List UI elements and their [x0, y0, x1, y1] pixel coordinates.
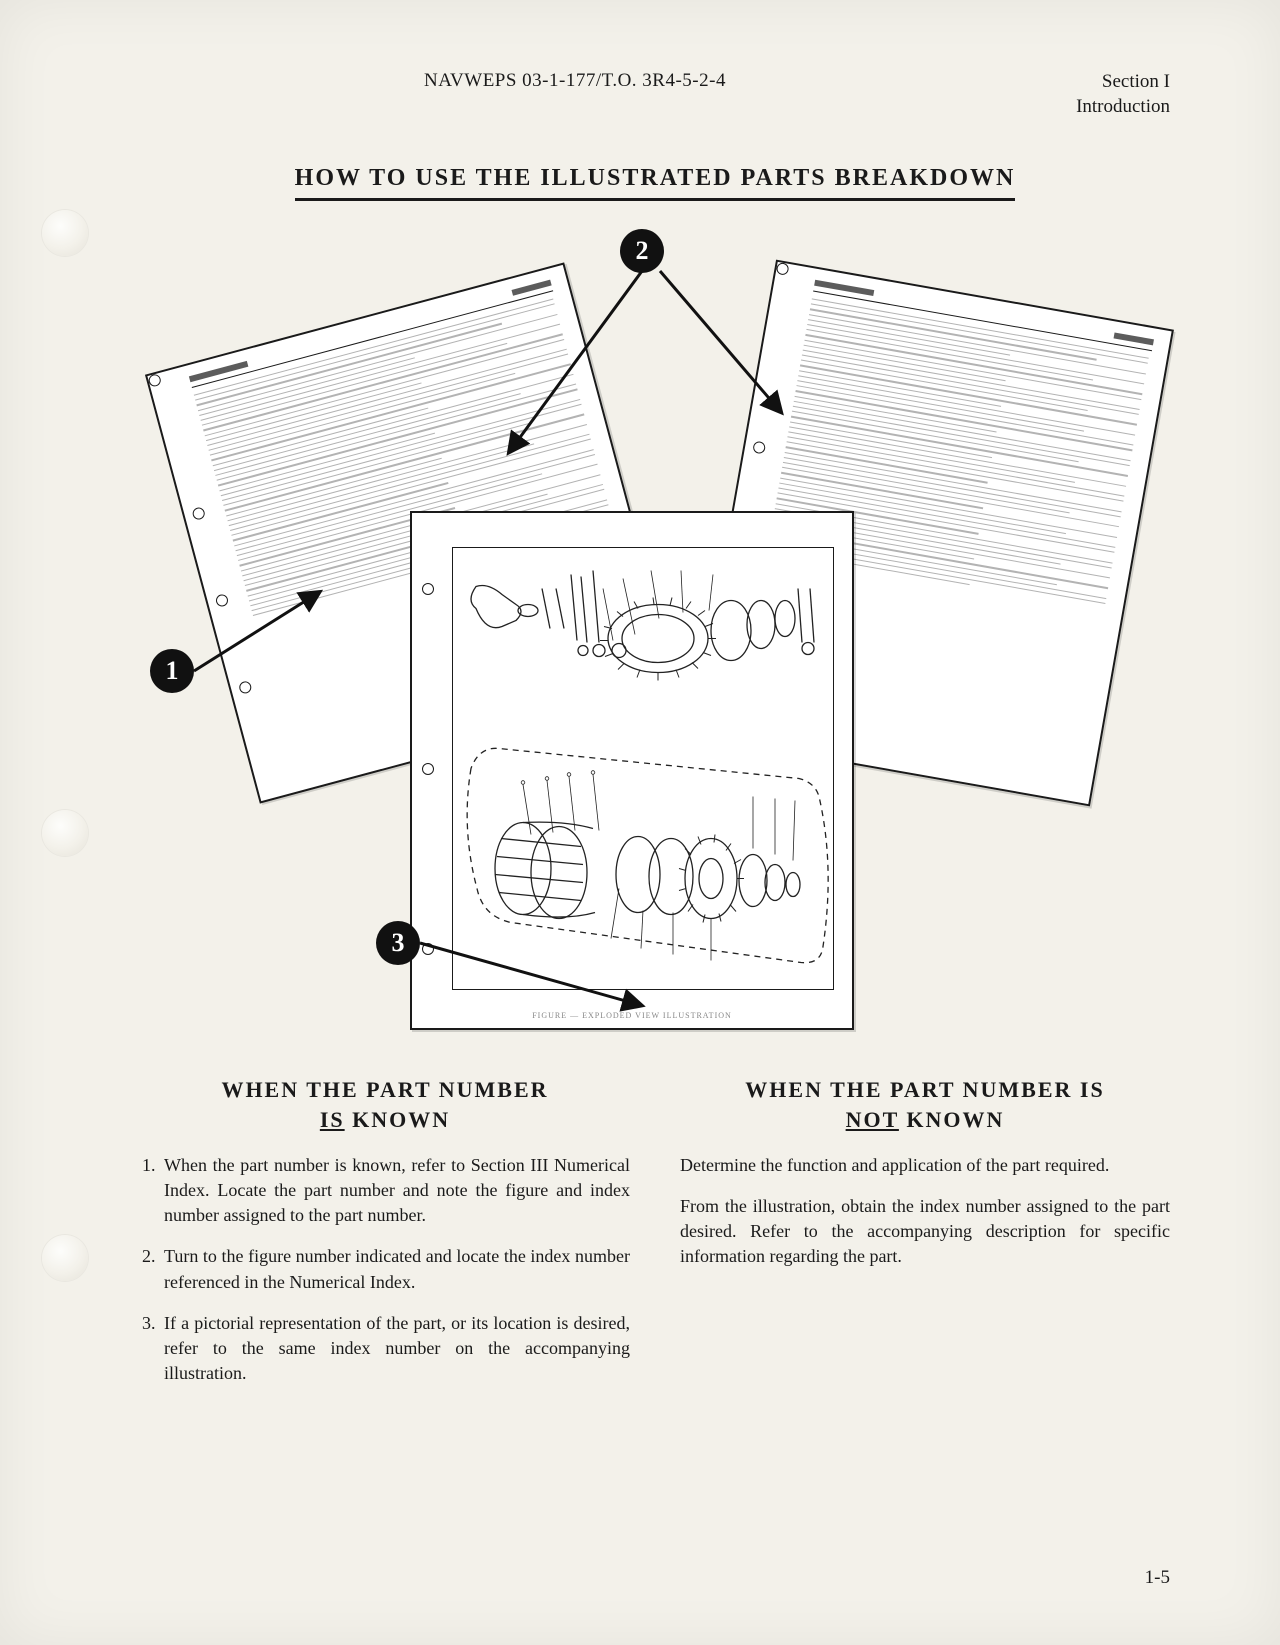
- illustration-frame: [452, 547, 834, 990]
- illustration-caption: FIGURE — EXPLODED VIEW ILLUSTRATION: [532, 1011, 732, 1020]
- left-list: When the part number is known, refer to …: [140, 1153, 630, 1387]
- heading-emph: NOT: [846, 1107, 899, 1132]
- left-column: WHEN THE PART NUMBER IS KNOWN When the p…: [140, 1075, 630, 1402]
- instruction-diagram: FIGURE — EXPLODED VIEW ILLUSTRATION 1 2 …: [140, 221, 1170, 1051]
- exploded-view-svg: [453, 548, 833, 989]
- document-page: NAVWEPS 03-1-177/T.O. 3R4-5-2-4 Section …: [0, 0, 1280, 1645]
- callout-2: 2: [620, 229, 664, 273]
- title-wrap: HOW TO USE THE ILLUSTRATED PARTS BREAKDO…: [140, 119, 1170, 201]
- right-column: WHEN THE PART NUMBER IS NOT KNOWN Determ…: [680, 1075, 1170, 1402]
- right-heading: WHEN THE PART NUMBER IS NOT KNOWN: [680, 1075, 1170, 1134]
- instruction-columns: WHEN THE PART NUMBER IS KNOWN When the p…: [140, 1075, 1170, 1402]
- heading-emph: IS: [320, 1107, 345, 1132]
- instruction-step: If a pictorial representation of the par…: [160, 1311, 630, 1387]
- heading-text: WHEN THE PART NUMBER: [221, 1077, 548, 1102]
- instruction-paragraph: Determine the function and application o…: [680, 1153, 1170, 1178]
- instruction-paragraph: From the illustration, obtain the index …: [680, 1194, 1170, 1270]
- heading-text: KNOWN: [906, 1107, 1004, 1132]
- illustration-sheet: FIGURE — EXPLODED VIEW ILLUSTRATION: [410, 511, 854, 1030]
- punch-hole: [42, 810, 88, 856]
- page-header: NAVWEPS 03-1-177/T.O. 3R4-5-2-4 Section …: [140, 70, 1170, 119]
- right-paragraphs: Determine the function and application o…: [680, 1153, 1170, 1270]
- page-number: 1-5: [1145, 1567, 1170, 1589]
- left-heading: WHEN THE PART NUMBER IS KNOWN: [140, 1075, 630, 1134]
- instruction-step: Turn to the figure number indicated and …: [160, 1244, 630, 1294]
- callout-1: 1: [150, 649, 194, 693]
- heading-text: WHEN THE PART NUMBER IS: [745, 1077, 1104, 1102]
- instruction-step: When the part number is known, refer to …: [160, 1153, 630, 1229]
- page-title: HOW TO USE THE ILLUSTRATED PARTS BREAKDO…: [295, 165, 1016, 201]
- doc-reference: NAVWEPS 03-1-177/T.O. 3R4-5-2-4: [140, 70, 1010, 92]
- section-line-2: Introduction: [1010, 95, 1170, 120]
- punch-hole: [42, 210, 88, 256]
- section-line-1: Section I: [1010, 70, 1170, 95]
- punch-hole: [42, 1235, 88, 1281]
- section-label: Section I Introduction: [1010, 70, 1170, 119]
- heading-text: KNOWN: [352, 1107, 450, 1132]
